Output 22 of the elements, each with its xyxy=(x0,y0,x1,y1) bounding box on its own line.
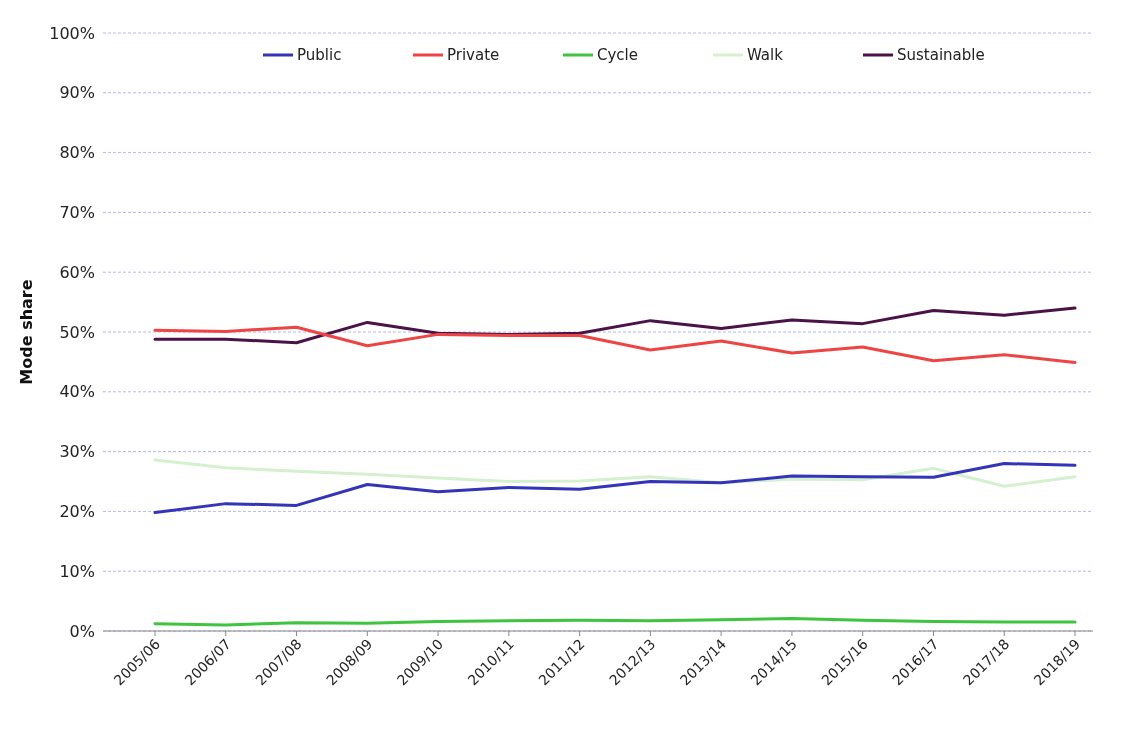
y-tick-label: 10% xyxy=(59,561,95,581)
y-axis-title: Mode share xyxy=(17,279,36,385)
y-tick-label: 60% xyxy=(59,262,95,282)
line-series xyxy=(153,325,1077,364)
y-tick-label: 90% xyxy=(59,83,95,103)
legend-label: Public xyxy=(297,46,342,65)
line-series xyxy=(153,462,1077,515)
y-tick-label: 30% xyxy=(59,442,95,462)
line-series xyxy=(153,616,1077,627)
y-tick-label: 100% xyxy=(49,23,95,43)
y-tick-label: 70% xyxy=(59,203,95,222)
legend-label: Cycle xyxy=(597,46,638,65)
y-tick-label: 40% xyxy=(59,382,95,402)
line-series xyxy=(153,306,1077,345)
legend-label: Walk xyxy=(747,46,784,65)
line-series xyxy=(153,458,1077,488)
y-tick-label: 80% xyxy=(59,143,95,163)
legend-label: Sustainable xyxy=(897,46,985,65)
y-tick-label: 50% xyxy=(59,322,95,342)
y-tick-label: 0% xyxy=(69,621,95,641)
y-tick-label: 20% xyxy=(59,502,95,521)
legend-label: Private xyxy=(447,46,500,65)
